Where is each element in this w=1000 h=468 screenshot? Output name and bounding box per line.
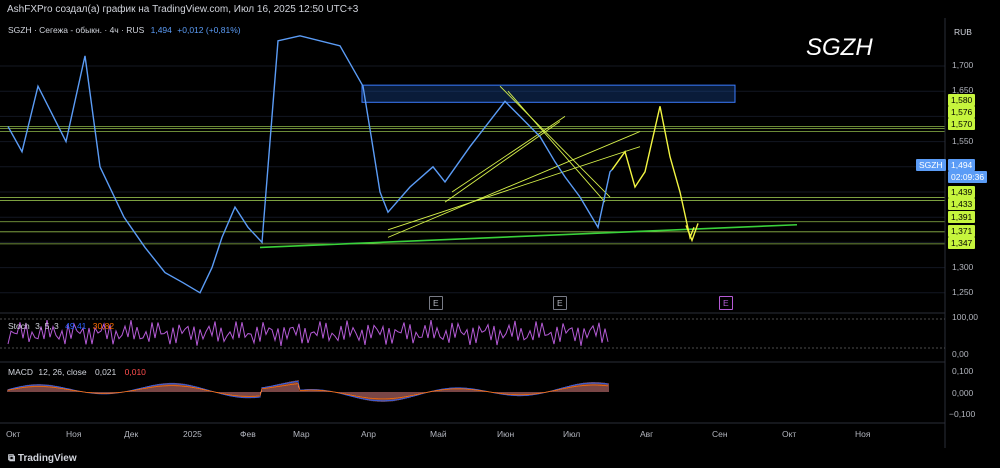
stoch-d-value: 30,82 [92, 321, 115, 331]
macd-histogram [7, 380, 609, 402]
stoch-params: 3, 5, 3 [35, 321, 59, 331]
price-series [7, 35, 613, 294]
stoch-series [7, 320, 609, 346]
time-label: Ноя [66, 429, 82, 439]
last-price-symbol-tag: SGZH [916, 159, 946, 171]
level-tag: 1,433 [948, 198, 976, 210]
channel-line [451, 116, 566, 193]
brand-label: TradingView [17, 453, 77, 464]
price-tick: 1,550 [952, 135, 974, 146]
horizontal-levels [0, 126, 945, 245]
macd-value: 0,021 [94, 367, 117, 377]
supply-zone [361, 84, 736, 103]
symbol-change: +0,012 (+0,81%) [177, 25, 241, 35]
level-tag: 1,576 [948, 106, 976, 118]
time-label: Дек [124, 429, 139, 439]
publish-line: AshFXPro создал(а) график на TradingView… [7, 4, 359, 15]
signal-series [7, 383, 609, 400]
watermark-symbol: SGZH [806, 34, 873, 61]
currency-label[interactable]: RUB [954, 27, 972, 37]
level-tag: 1,439 [948, 186, 976, 198]
macd-title: MACD [8, 367, 34, 377]
time-label: Авг [640, 429, 654, 439]
stoch-k-value: 49,41 [65, 321, 87, 331]
stoch-legend[interactable]: Stoch 3, 5, 3 49,41 30,82 [8, 321, 114, 331]
time-label: Окт [6, 429, 21, 439]
earnings-mark[interactable]: E [719, 296, 733, 310]
symbol-legend[interactable]: SGZH · Сегежа - обыкн. · 4ч · RUS 1,494 … [8, 25, 241, 35]
channel-line [499, 85, 611, 198]
countdown-tag: 02:09:36 [948, 171, 988, 183]
stoch-tick-100: 100,00 [952, 312, 978, 322]
channel-line [387, 131, 641, 238]
level-tag: 1,371 [948, 225, 976, 237]
macd-tick-low: −0,100 [949, 409, 976, 419]
chart-canvas[interactable] [0, 18, 1000, 448]
earnings-mark[interactable]: E [429, 296, 443, 310]
price-tick: 1,700 [952, 60, 974, 70]
time-label: Ноя [855, 429, 871, 439]
stoch-tick-0: 0,00 [952, 349, 969, 359]
projection-arrowhead [685, 223, 699, 243]
time-label: Фев [240, 429, 256, 439]
time-label: Июн [497, 429, 515, 439]
trendlines [259, 85, 798, 249]
macd-tick-zero: 0,000 [952, 388, 974, 398]
signal-value: 0,010 [124, 367, 146, 377]
time-label: Мар [293, 429, 310, 439]
publish-bar: AshFXPro создал(а) график на TradingView… [0, 0, 1000, 18]
level-tag: 1,580 [948, 94, 976, 106]
price-tick: 1,650 [952, 85, 974, 96]
tradingview-logo[interactable]: ⧉ TradingView [8, 453, 77, 464]
time-label: Май [430, 429, 447, 439]
grid [0, 65, 945, 294]
stoch-title: Stoch [8, 321, 30, 331]
level-tag: 1,570 [948, 118, 976, 130]
earnings-mark[interactable]: E [553, 296, 567, 310]
projection-path [611, 106, 695, 240]
symbol-price: 1,494 [150, 25, 172, 35]
time-label: 2025 [183, 429, 202, 439]
time-label: Июл [563, 429, 581, 439]
footer: ⧉ TradingView [0, 448, 1000, 468]
time-label: Сен [712, 429, 728, 439]
macd-legend[interactable]: MACD 12, 26, close 0,021 0,010 [8, 367, 146, 377]
level-tag: 1,391 [948, 211, 976, 223]
level-tag: 1,347 [948, 237, 976, 249]
symbol-title: SGZH · Сегежа - обыкн. · 4ч · RUS [8, 25, 145, 35]
price-tick: 1,250 [952, 286, 974, 297]
channel-line [444, 121, 561, 203]
channel-line [387, 146, 641, 231]
channel-line [507, 90, 606, 203]
macd-params: 12, 26, close [38, 367, 87, 377]
macd-tick-high: 0,100 [952, 366, 974, 376]
time-label: Окт [782, 429, 797, 439]
last-price-tag: 1,494 [948, 159, 976, 171]
price-tick: 1,300 [952, 261, 974, 272]
support-trendline [259, 223, 798, 249]
time-label: Апр [361, 429, 376, 439]
